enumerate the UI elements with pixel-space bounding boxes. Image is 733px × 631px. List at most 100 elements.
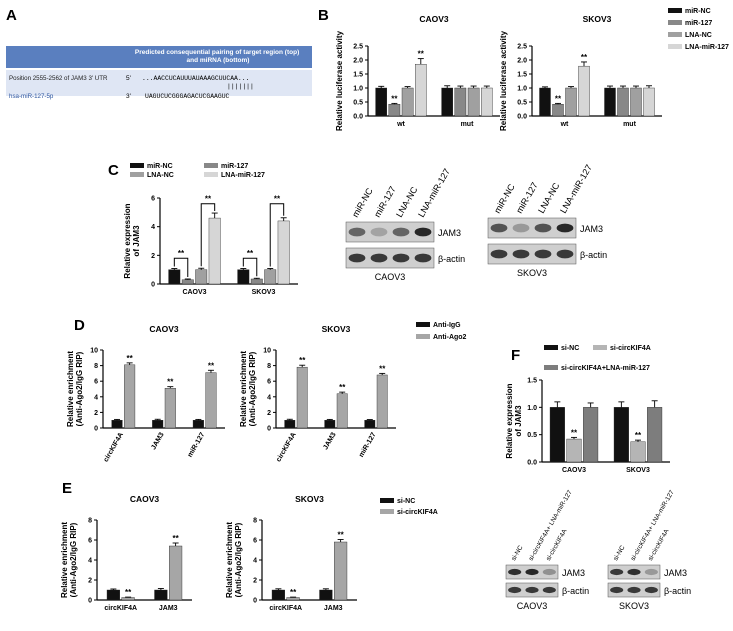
x-tick-label: wt [396,121,405,128]
bar [539,87,551,117]
panel-a-row2-seq: UAGUCUCGGGAGACUCGAAGUC [145,93,230,100]
legend-label: Anti-IgG [433,322,461,329]
bar [549,407,565,463]
x-tick-label: circKIF4A [269,605,302,612]
y-tick-label: 1.0 [527,405,537,412]
legend-swatch [544,365,558,370]
panel-a-pairing: ||||||| [227,83,254,90]
panel-a-row2-end: 3' [126,93,131,100]
bar [334,541,348,601]
y-tick-label: 6 [94,379,98,386]
y-tick-label: 8 [94,363,98,370]
bar [441,87,454,117]
bar [583,407,599,463]
y-tick-label: 0 [94,426,98,433]
significance-label: ** [274,195,281,204]
x-tick-label: circKIF4A [103,432,125,464]
y-tick-label: 0 [253,598,257,605]
chart-f-jam3-expression: 0.0 0.5 1.0 1.5 Relative expressionof JAM3 **… [505,378,670,474]
blot-band [348,227,366,237]
blot-band [610,568,624,576]
blot-band-label: β-actin [580,250,607,260]
bar [630,87,642,117]
legend-swatch [668,44,682,49]
y-tick-label: 4 [253,558,257,565]
legend-swatch [544,345,558,350]
significance-label: ** [571,428,578,437]
blot-band [508,586,522,594]
panel-letter-b: B [318,7,329,24]
y-tick-label: 1.5 [517,72,527,79]
blot-band-label: β-actin [664,586,691,596]
bar [336,393,348,429]
panel-a-row1-label: Position 2555-2562 of JAM3 3' UTR [9,75,108,82]
significance-label: ** [391,94,398,103]
chart-e-caov3: 0 2 4 6 8 CAOV3 Relative enrichment(Anti-Ago2/… [60,494,192,612]
y-tick-label: 0.5 [517,100,527,107]
blot-band-label: JAM3 [438,228,461,238]
y-axis-label: Relative expressionof JAM3 [123,203,141,278]
bar [375,87,388,117]
y-tick-label: 2.5 [353,44,363,51]
y-tick-label: 2.0 [353,58,363,65]
y-tick-label: 8 [88,518,92,525]
panel-letter-c: C [108,162,119,179]
blot-band [534,223,552,233]
y-tick-label: 0.0 [353,114,363,121]
significance-label: ** [339,383,346,392]
legend-swatch [668,20,682,25]
y-tick-label: 6 [267,379,271,386]
chart-title: CAOV3 [149,324,179,334]
blot-caption: CAOV3 [517,601,548,611]
y-axis-label: Relative enrichment(Anti-Ago2/IgG RIP) [60,522,78,598]
significance-label: ** [418,50,425,59]
y-axis-label: Relative expressionof JAM3 [505,383,523,458]
legend-swatch [380,509,394,514]
bar [208,217,221,285]
y-tick-label: 2 [267,410,271,417]
legend-label: miR-127 [685,20,712,27]
bar [319,589,333,601]
legend-swatch [380,498,394,503]
bar [205,372,217,429]
blot-band [392,253,410,263]
blot-band-label: JAM3 [664,568,687,578]
y-tick-label: 6 [151,196,155,203]
blot-caption: SKOV3 [517,268,547,278]
blot-band [627,586,641,594]
y-tick-label: 8 [253,518,257,525]
y-tick-label: 0.5 [353,100,363,107]
blot-band [508,568,522,576]
chart-e-skov3: 0 2 4 6 8 SKOV3 Relative enrichment(Anti-Ago2/… [225,494,357,612]
x-tick-label: circKIF4A [104,605,137,612]
bar [617,87,629,117]
panel-a-header: Predicted consequential pairing of targe… [135,49,301,64]
significance-label: ** [247,249,254,258]
bar [552,104,564,117]
significance-label: ** [208,361,215,370]
chart-d-caov3: 0 2 4 6 8 10 CAOV3 Relative enrichment(Anti-Ago… [66,324,225,463]
y-tick-label: 0.0 [517,114,527,121]
bar [481,87,493,117]
legend-d: Anti-IgG Anti-Ago2 [416,322,467,341]
bar [415,63,427,117]
legend-label: si-circKIF4A [610,345,651,352]
blot-band [556,249,574,259]
bar [181,279,194,285]
bar [286,597,300,601]
blot-band [512,223,530,233]
significance-label: ** [172,534,179,543]
y-tick-label: 4 [267,394,271,401]
x-tick-label: CAOV3 [182,289,206,296]
blot-band [556,223,574,233]
legend-b: miR-NC miR-127 LNA-NC LNA-miR-127 [668,8,729,51]
chart-title: SKOV3 [322,324,351,334]
y-tick-label: 0 [151,282,155,289]
significance-label: ** [581,53,588,62]
legend-label: miR-NC [147,163,173,170]
bar [604,87,616,117]
blot-band [525,586,539,594]
bar [121,597,135,601]
blot-lane-label: LNA-miR-127 [416,167,452,219]
y-tick-label: 2.0 [517,58,527,65]
